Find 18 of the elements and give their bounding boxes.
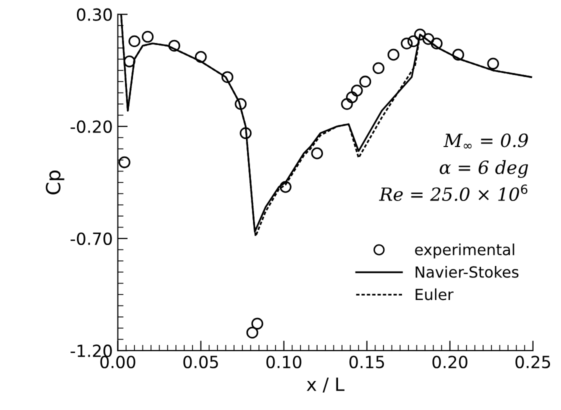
x-tick-label: 0.15	[349, 356, 384, 368]
annotation: Re = 25.0 × 10$^{6}$	[379, 184, 528, 201]
x-tick-label: 0.05	[183, 356, 218, 368]
x-tick-label: 0.10	[266, 356, 302, 368]
annotation: M$_{∞}$ = 0.9	[443, 134, 528, 148]
x-tick-label: 0.00	[100, 356, 136, 368]
y-tick-label: 0.30	[76, 8, 112, 21]
legend-label: Euler	[416, 288, 454, 300]
y-axis-title: Cp	[46, 170, 64, 194]
legend-label: experimental	[415, 244, 514, 258]
legend-label: Navier-Stokes	[416, 266, 518, 278]
y-tick-label: -0.20	[70, 120, 112, 133]
y-tick-label: -1.20	[70, 344, 112, 358]
x-axis-title: x / L	[306, 378, 344, 392]
annotation: α = 6 deg	[440, 160, 528, 178]
y-tick-label: -0.70	[70, 232, 112, 246]
x-tick-label: 0.25	[515, 356, 550, 368]
x-tick-label: 0.20	[432, 356, 468, 368]
